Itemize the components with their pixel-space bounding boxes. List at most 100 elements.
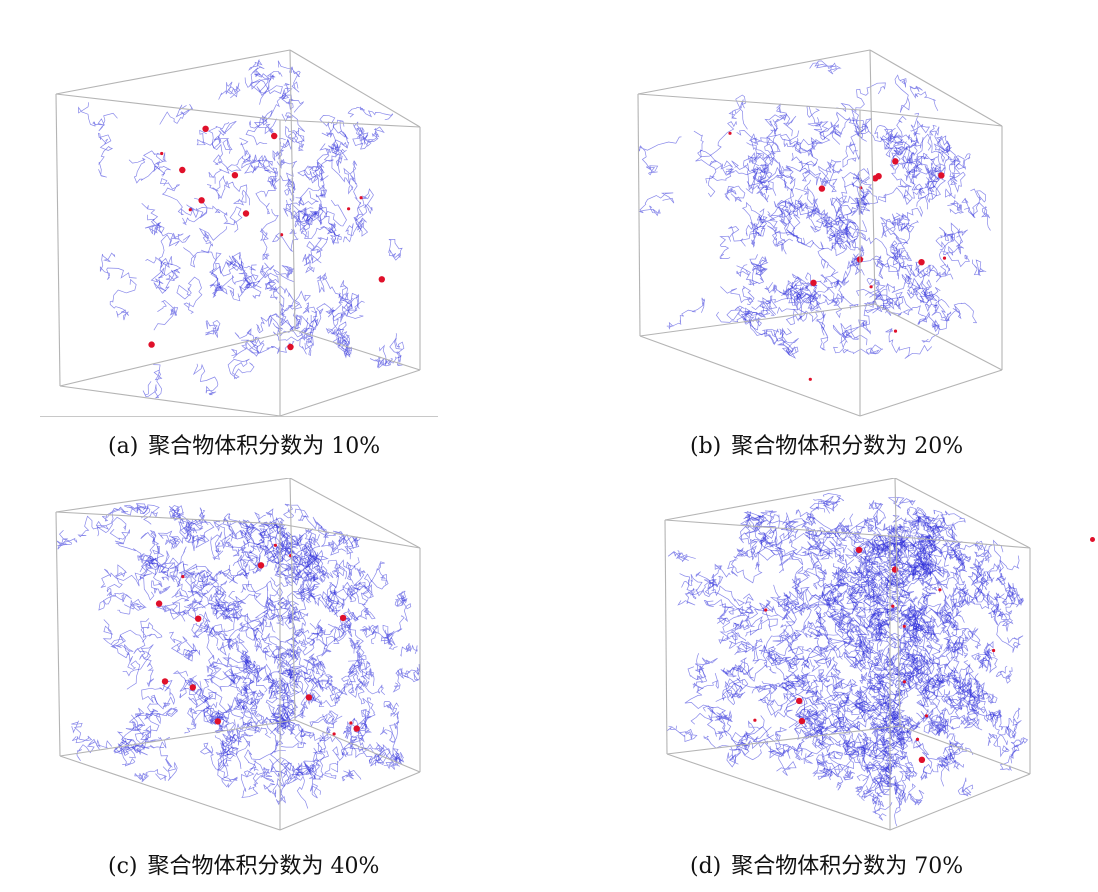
polymer-chain bbox=[849, 253, 865, 276]
polymer-chain bbox=[134, 768, 168, 783]
polymer-chain bbox=[837, 575, 863, 603]
polymer-chain bbox=[141, 679, 173, 712]
polymer-chain bbox=[704, 579, 746, 607]
nanoparticle bbox=[808, 377, 812, 381]
polymer-chain bbox=[271, 228, 299, 252]
polymer-chain bbox=[779, 130, 802, 147]
nanoparticle bbox=[214, 718, 221, 725]
polymer-chain bbox=[872, 793, 893, 821]
polymer-chain bbox=[856, 277, 886, 297]
polymer-chain bbox=[748, 133, 782, 153]
polymer-chain bbox=[199, 742, 233, 782]
cube-frame-a bbox=[55, 49, 421, 417]
polymer-chain bbox=[230, 529, 264, 566]
polymer-chain bbox=[969, 575, 993, 605]
polymer-chain bbox=[985, 712, 1010, 731]
polymer-chain bbox=[783, 680, 805, 703]
polymer-chain bbox=[971, 647, 996, 665]
polymer-chain bbox=[996, 621, 1024, 653]
polymer-chain bbox=[826, 686, 842, 720]
polymer-chain bbox=[294, 208, 309, 232]
polymer-chain bbox=[376, 726, 396, 758]
polymer-chain bbox=[321, 615, 351, 657]
polymer-chain bbox=[887, 731, 909, 751]
polymer-chain bbox=[371, 624, 395, 645]
polymer-chain bbox=[746, 142, 779, 172]
polymer-chain bbox=[872, 288, 895, 317]
polymer-chain bbox=[667, 550, 696, 563]
polymer-chain bbox=[245, 109, 273, 146]
polymer-chain bbox=[863, 541, 882, 563]
nanoparticle bbox=[202, 125, 209, 132]
polymer-chain bbox=[1008, 583, 1023, 608]
polymer-chain bbox=[355, 682, 372, 726]
polymer-chain bbox=[794, 646, 822, 663]
polymer-chain bbox=[184, 707, 204, 734]
polymer-chain bbox=[209, 564, 231, 610]
polymer-chain bbox=[715, 301, 771, 323]
polymer-chain bbox=[799, 136, 824, 157]
polymer-chain bbox=[880, 135, 915, 159]
nanoparticle bbox=[796, 697, 803, 705]
polymer-chain bbox=[835, 216, 858, 244]
polymer-chain bbox=[764, 113, 797, 137]
polymer-chain bbox=[256, 314, 284, 334]
cube-edge bbox=[666, 725, 901, 755]
polymer-chain bbox=[859, 672, 884, 691]
polymer-chain bbox=[917, 311, 940, 343]
polymer-chain bbox=[758, 689, 799, 718]
polymer-chain bbox=[290, 197, 321, 225]
polymer-chain bbox=[831, 571, 854, 589]
nanoparticle bbox=[161, 678, 169, 685]
polymer-chain bbox=[183, 247, 222, 288]
polymer-chain bbox=[191, 622, 219, 647]
polymer-chain bbox=[394, 752, 405, 765]
polymer-chain bbox=[328, 536, 347, 556]
polymer-chain bbox=[666, 297, 706, 330]
nanoparticle bbox=[160, 151, 164, 156]
polymer-chain bbox=[227, 358, 255, 380]
polymer-chain bbox=[76, 738, 113, 762]
cube-edge bbox=[894, 478, 1031, 549]
polymer-chain bbox=[298, 203, 324, 226]
polymer-chain bbox=[817, 669, 833, 688]
polymer-chain bbox=[909, 515, 936, 531]
polymer-chain bbox=[250, 689, 265, 706]
polymer-chain bbox=[791, 576, 805, 601]
polymer-chain bbox=[325, 315, 348, 339]
polymer-chain bbox=[868, 610, 897, 644]
polymer-chain bbox=[311, 624, 340, 647]
nanoparticle bbox=[271, 132, 278, 140]
nanoparticle bbox=[188, 208, 192, 212]
polymer-chain bbox=[902, 606, 924, 625]
polymer-chain bbox=[212, 205, 243, 233]
polymer-chain bbox=[215, 733, 242, 757]
polymer-chain bbox=[306, 619, 323, 645]
polymer-chain bbox=[338, 280, 360, 310]
polymer-chain bbox=[822, 714, 874, 733]
polymer-chain bbox=[950, 587, 971, 608]
polymer-chain bbox=[272, 138, 290, 161]
polymer-chain bbox=[231, 540, 253, 558]
polymer-chain bbox=[830, 584, 861, 608]
polymer-chain bbox=[724, 185, 746, 203]
nanoparticle bbox=[855, 546, 863, 554]
polymer-chain bbox=[190, 572, 205, 597]
polymer-chain bbox=[895, 656, 923, 690]
nanoparticle bbox=[280, 233, 284, 237]
polymer-chain bbox=[320, 222, 341, 246]
polymer-chain bbox=[309, 736, 353, 778]
polymer-chain bbox=[258, 516, 291, 542]
polymer-chain bbox=[952, 549, 969, 573]
polymer-chain bbox=[830, 168, 870, 207]
polymer-chain bbox=[702, 705, 733, 734]
polymer-chain bbox=[241, 260, 262, 300]
polymer-chain bbox=[96, 506, 126, 537]
polymer-chain bbox=[794, 545, 826, 589]
cube-edge bbox=[639, 303, 876, 337]
polymer-chain bbox=[733, 540, 760, 559]
polymer-chain bbox=[784, 199, 801, 229]
stray-particle bbox=[1090, 537, 1095, 542]
polymer-chain bbox=[343, 217, 369, 243]
polymer-chain bbox=[230, 339, 260, 359]
